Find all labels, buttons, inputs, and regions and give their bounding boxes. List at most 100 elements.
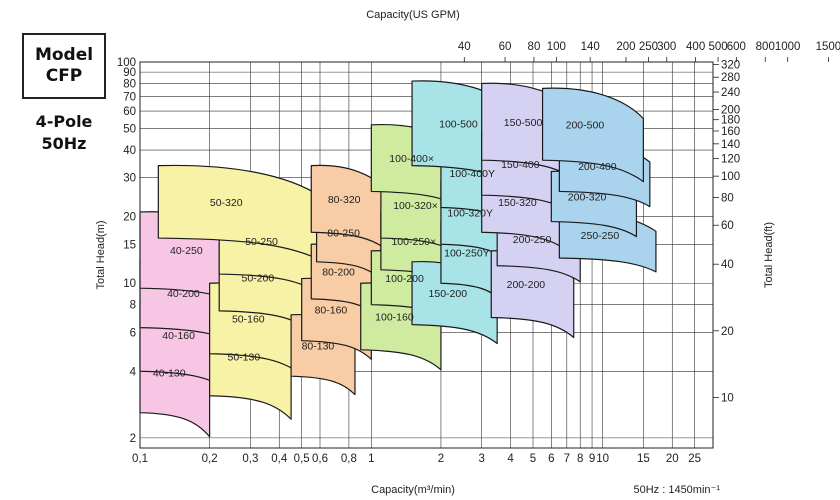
x-tick-label: 0,1	[132, 453, 148, 465]
x-tick-label: 10	[596, 453, 609, 465]
y2-tick-label: 100	[721, 171, 740, 183]
y-tick-label: 20	[123, 212, 136, 224]
x2-tick-label: 400	[686, 41, 705, 53]
pump-model-label: 50-160	[232, 313, 265, 325]
x2-tick-label: 1000	[775, 41, 801, 53]
y2-tick-label: 280	[721, 72, 740, 84]
x2-axis-label: Capacity(US GPM)	[366, 9, 460, 21]
y2-tick-label: 240	[721, 87, 740, 99]
y2-tick-label: 160	[721, 126, 740, 138]
pump-model-label: 100-320×	[393, 200, 438, 212]
y-tick-label: 4	[130, 366, 137, 378]
x-tick-label: 4	[507, 453, 514, 465]
x2-tick-label: 100	[547, 41, 566, 53]
y2-tick-label: 20	[721, 326, 734, 338]
x-tick-label: 0,4	[271, 453, 288, 465]
x-tick-label: 0,2	[202, 453, 218, 465]
x2-tick-label: 600	[727, 41, 746, 53]
speed-note: 50Hz : 1450min⁻¹	[633, 484, 720, 496]
x2-tick-label: 80	[528, 41, 541, 53]
y-tick-label: 80	[123, 78, 136, 90]
x-tick-label: 0,5	[294, 453, 310, 465]
y2-tick-label: 120	[721, 154, 740, 166]
pump-model-label: 100-250Y	[444, 247, 490, 259]
pump-model-label: 80-250	[327, 228, 360, 240]
y-tick-label: 60	[123, 106, 136, 118]
y-tick-label: 2	[130, 433, 136, 445]
y2-tick-label: 180	[721, 115, 740, 127]
y2-tick-label: 60	[721, 220, 734, 232]
x2-tick-label: 60	[499, 41, 512, 53]
pump-model-label: 100-250×	[391, 236, 436, 248]
x-tick-label: 2	[438, 453, 444, 465]
y-tick-label: 6	[130, 327, 136, 339]
pump-model-label: 150-200	[429, 288, 468, 300]
y-tick-label: 10	[123, 278, 136, 290]
y-tick-label: 100	[117, 57, 136, 69]
pump-model-label: 40-130	[153, 367, 186, 379]
frequency-label: 50Hz	[41, 134, 87, 153]
pump-model-label: 150-400	[501, 159, 540, 171]
x-tick-label: 1	[368, 453, 374, 465]
pump-labels: 40-130 40-160 40-200 40-250 50-130 50-160 50-2…	[153, 117, 619, 380]
pump-model-label: 100-200	[385, 273, 424, 285]
x2-tick-label: 300	[657, 41, 676, 53]
pump-model-label: 50-250	[245, 236, 278, 248]
x-tick-label: 9	[589, 453, 595, 465]
pump-model-label: 80-130	[302, 341, 335, 353]
y2-tick-label: 140	[721, 139, 740, 151]
pump-model-label: 80-320	[328, 194, 361, 206]
y-axis-label: Total Head(m)	[95, 220, 107, 289]
y-tick-label: 90	[123, 67, 136, 79]
pump-model-label: 80-200	[322, 267, 355, 279]
x-tick-label: 7	[564, 453, 570, 465]
y2-tick-label: 80	[721, 193, 734, 205]
pump-model-label: 150-320	[498, 197, 537, 209]
x2-tick-label: 1500	[816, 41, 840, 53]
pump-model-label: 40-160	[162, 330, 195, 342]
pump-model-label: 50-200	[242, 273, 275, 285]
x-tick-label: 15	[637, 453, 650, 465]
pump-model-label: 40-250	[170, 245, 203, 257]
pump-model-label: 50-320	[210, 197, 243, 209]
x-tick-label: 5	[530, 453, 536, 465]
pump-model-label: 200-200	[507, 279, 546, 291]
model-label: Model	[34, 45, 94, 65]
model-box: Model CFP	[22, 33, 106, 99]
x-tick-label: 25	[688, 453, 701, 465]
x2-tick-label: 250	[639, 41, 658, 53]
pump-model-label: 200-250	[513, 234, 552, 246]
pump-model-label: 100-400×	[389, 153, 434, 165]
y2-tick-label: 200	[721, 105, 740, 117]
y2-tick-label: 40	[721, 259, 734, 271]
pump-model-label: 100-400Y	[449, 168, 495, 180]
model-name: CFP	[45, 66, 83, 86]
pump-model-label: 250-250	[581, 230, 620, 242]
y-tick-label: 30	[123, 173, 136, 185]
x2-tick-label: 500	[708, 41, 727, 53]
x2-tick-label: 800	[756, 41, 775, 53]
y2-tick-label: 10	[721, 392, 734, 404]
y2-axis-label: Total Head(ft)	[763, 222, 775, 288]
x-axis-label: Capacity(m³/min)	[371, 484, 455, 496]
y-tick-label: 50	[123, 124, 136, 136]
pump-band	[541, 87, 644, 183]
y-tick-label: 40	[123, 145, 136, 157]
y-tick-label: 15	[123, 239, 136, 251]
y-tick-label: 8	[130, 300, 136, 312]
pump-bands	[139, 80, 657, 438]
pump-model-label: 100-160	[375, 312, 414, 324]
pump-model-label: 100-320Y	[447, 208, 493, 220]
y2-tick-label: 320	[721, 59, 740, 71]
tick-labels: 0,1 0,2 0,3 0,4 0,5 0,6 0,8 1 2 3 4 5 6 7 8 9 10 15 20 2524…	[117, 41, 840, 465]
plot-frame	[139, 61, 714, 449]
x-tick-label: 8	[577, 453, 583, 465]
pump-model-label: 200-400	[578, 161, 617, 173]
pump-model-label: 80-160	[315, 305, 348, 317]
x2-tick-label: 200	[616, 41, 635, 53]
x-tick-label: 0,3	[242, 453, 258, 465]
pole-label: 4-Pole	[35, 112, 93, 131]
pump-model-label: 150-500	[504, 117, 543, 129]
x2-tick-label: 140	[581, 41, 600, 53]
